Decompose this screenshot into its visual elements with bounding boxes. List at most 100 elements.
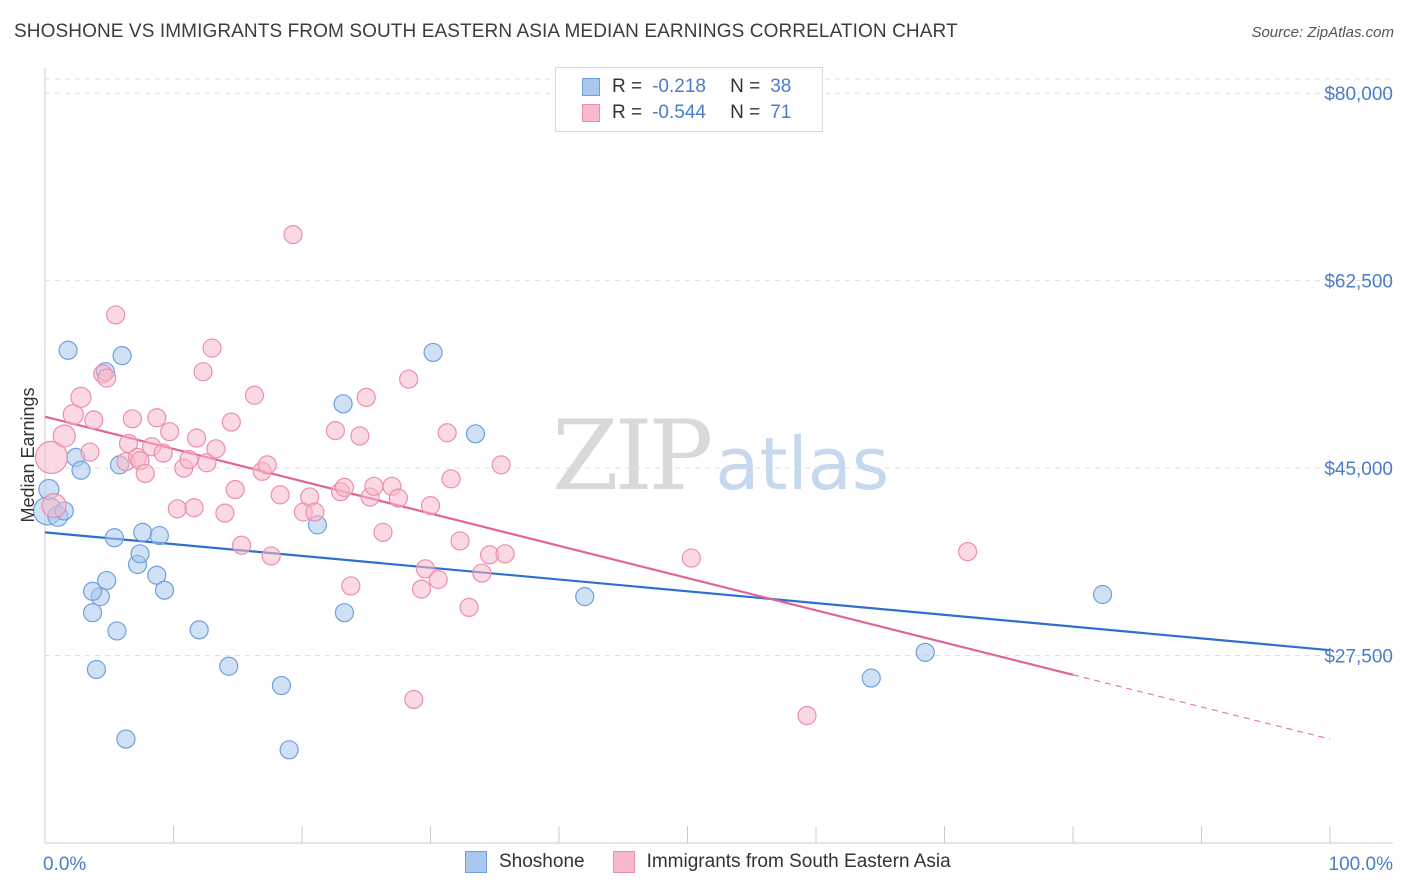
immigrants-point [334, 477, 355, 497]
legend-n-label: N = [730, 102, 761, 123]
y-tick-label: $27,500 [1324, 647, 1393, 668]
series-label-immigrants: Immigrants from South Eastern Asia [646, 851, 951, 872]
immigrants-point [179, 449, 199, 470]
x-tick-label-end: 100.0% [1329, 854, 1394, 875]
legend-row-shoshone: R = -0.218 N = 38 [582, 74, 791, 100]
y-tick-label: $80,000 [1324, 84, 1393, 105]
shoshone-trend-line [44, 531, 1331, 652]
shoshone-point [130, 544, 150, 564]
immigrants-point [206, 439, 226, 459]
shoshone-point [189, 620, 209, 640]
x-tick-labels: 0.0% 100.0% [43, 854, 1393, 875]
legend-r-value: -0.218 [652, 76, 706, 97]
immigrants-point [257, 455, 277, 475]
shoshone-point [149, 525, 169, 546]
axes [44, 68, 1393, 844]
shoshone-point [333, 394, 353, 414]
shoshone-point [279, 740, 299, 760]
legend-r-value: -0.544 [652, 102, 706, 123]
immigrants-point [147, 408, 167, 428]
immigrants-point [350, 426, 370, 446]
immigrants-point [495, 544, 515, 564]
legend-swatch-immigrants [582, 104, 600, 122]
immigrants-point [420, 495, 441, 516]
immigrants-trend-extension [1072, 674, 1331, 740]
immigrants-point [232, 535, 252, 555]
immigrants-point [283, 224, 303, 245]
trend-lines [44, 415, 1331, 740]
immigrants-point [225, 479, 245, 500]
y-tick-labels: $27,500 $45,000 $62,500 $80,000 [1324, 84, 1393, 667]
y-tick-label: $45,000 [1324, 459, 1393, 480]
legend-n-value: 71 [770, 102, 792, 123]
immigrants-point [135, 463, 155, 484]
watermark-atlas: atlas [715, 422, 890, 506]
immigrants-point [491, 455, 511, 475]
immigrants-point [270, 485, 290, 505]
immigrants-point [404, 689, 424, 710]
immigrants-point [411, 579, 432, 599]
series-swatch-shoshone [465, 851, 487, 873]
watermark: ZIPatlas [552, 400, 889, 512]
immigrants-point [167, 499, 187, 519]
shoshone-point [465, 424, 486, 444]
shoshone-point [423, 342, 443, 363]
immigrants-point [437, 423, 457, 443]
immigrants-point [415, 559, 435, 579]
immigrants-point [356, 387, 376, 408]
immigrants-point [122, 409, 142, 429]
immigrants-point [70, 386, 92, 409]
immigrants-point [459, 597, 479, 617]
gridlines [45, 78, 1393, 657]
shoshone-point [86, 659, 107, 680]
shoshone-point [575, 587, 595, 607]
immigrants-point [341, 576, 361, 596]
immigrants-point [221, 412, 241, 432]
immigrants-point [428, 569, 448, 590]
y-axis-label: Median Earnings [18, 387, 38, 522]
shoshone-point [82, 581, 103, 601]
legend-r-label: R = [612, 76, 643, 97]
series-swatch-immigrants [612, 851, 635, 873]
chart-title: SHOSHONE VS IMMIGRANTS FROM SOUTH EASTER… [14, 21, 958, 42]
immigrants-point [472, 563, 492, 583]
immigrants-point [441, 469, 461, 489]
shoshone-point [107, 621, 127, 641]
legend-row-immigrants: R = -0.544 N = 71 [582, 100, 791, 126]
immigrants-point [215, 503, 235, 523]
immigrants-point [84, 410, 104, 430]
immigrants-point [202, 338, 222, 358]
immigrants-point [52, 424, 76, 448]
shoshone-point [334, 603, 355, 623]
immigrants-point [160, 422, 180, 442]
shoshone-point [1092, 584, 1113, 605]
shoshone-point [97, 570, 117, 591]
immigrants-point [305, 502, 325, 522]
legend-swatch-shoshone [582, 78, 600, 96]
shoshone-point [915, 642, 935, 662]
series-legend-item-immigrants: Immigrants from South Eastern Asia [612, 851, 951, 873]
immigrants-point [364, 476, 384, 496]
immigrants-point [958, 542, 978, 562]
legend-n-value: 38 [770, 76, 792, 97]
immigrants-point [153, 443, 173, 463]
correlation-legend: R = -0.218 N = 38 R = -0.544 N = 71 [555, 67, 823, 132]
immigrants-point [193, 362, 213, 382]
shoshone-point [116, 729, 136, 749]
immigrants-point [187, 428, 207, 448]
shoshone-point [861, 668, 881, 688]
series-label-shoshone: Shoshone [499, 851, 585, 872]
shoshone-point [147, 565, 167, 585]
immigrants-point [197, 453, 217, 473]
y-tick-label: $62,500 [1324, 272, 1393, 293]
x-tick-label-start: 0.0% [43, 854, 86, 875]
shoshone-point [271, 675, 292, 696]
immigrants-point [325, 421, 346, 441]
immigrants-point [41, 492, 67, 519]
shoshone-point [154, 580, 175, 600]
data-points [32, 224, 1113, 760]
shoshone-point [82, 603, 103, 623]
shoshone-point [58, 340, 78, 360]
shoshone-point [133, 522, 153, 542]
